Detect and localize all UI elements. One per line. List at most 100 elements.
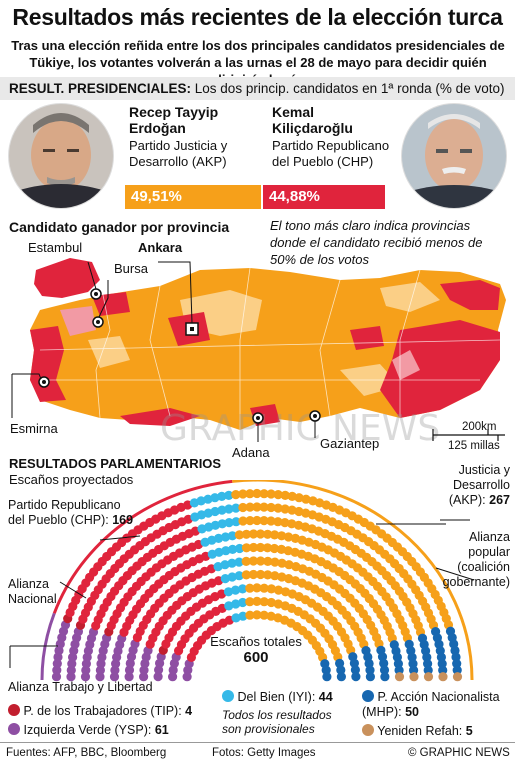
label-istanbul: Estambul — [28, 240, 83, 255]
seat-dot — [168, 672, 178, 682]
legend-refah-name: Yeniden Refah: — [377, 724, 463, 738]
legend-tip: P. de los Trabajadores (TIP): 4 — [8, 704, 192, 719]
seat-dot — [238, 489, 248, 499]
candidate-2-percent: 44,88% — [269, 188, 320, 205]
seat-dot — [263, 556, 273, 566]
seat-dot — [227, 558, 237, 568]
seat-dot — [255, 542, 266, 553]
chp-label: Partido Republicano del Pueblo (CHP): 16… — [8, 498, 138, 528]
seat-dot — [80, 672, 91, 682]
page-title: Resultados más recientes de la elección … — [12, 4, 503, 30]
seat-dot — [259, 502, 269, 512]
seat-dot — [423, 672, 434, 682]
seat-dot — [351, 672, 361, 682]
seat-dot — [217, 519, 227, 529]
total-seats-label: Escaños totales — [210, 634, 302, 649]
seat-dot — [259, 516, 269, 526]
seat-dot — [234, 571, 244, 581]
seat-dot — [256, 556, 266, 566]
seat-dot — [287, 491, 297, 501]
seat-dot — [241, 543, 252, 553]
seat-dot — [270, 530, 280, 540]
seat-dot — [223, 587, 234, 597]
seat-dot — [231, 490, 241, 500]
seat-dot — [284, 560, 294, 570]
istanbul-marker — [90, 288, 102, 300]
bursa-marker — [92, 316, 104, 328]
seat-dot — [248, 542, 259, 553]
seat-dot — [231, 503, 241, 513]
seat-dot — [227, 531, 237, 541]
seat-dot — [220, 532, 231, 542]
akp-label-seats: 267 — [489, 493, 510, 507]
seat-dot — [238, 597, 248, 608]
seat-dot — [248, 529, 259, 539]
candidate-2-name: Kemal Kiliçdaroğlu — [272, 104, 353, 136]
seat-dot — [322, 672, 332, 682]
adana-marker — [252, 412, 264, 424]
presidential-heading-bold: RESULT. PRESIDENCIALES: — [9, 81, 192, 96]
seat-dot — [238, 516, 248, 526]
seat-dot — [231, 599, 241, 609]
legend-tip-dot — [8, 704, 20, 716]
seat-dot — [259, 489, 269, 499]
seat-dot — [280, 490, 290, 500]
seat-dot — [238, 584, 248, 594]
seat-dot — [51, 672, 62, 682]
seat-dot — [255, 529, 266, 539]
map-region-akp-light-2 — [380, 282, 440, 312]
seat-dot — [252, 488, 262, 499]
seat-dot — [221, 546, 231, 556]
seat-dot — [227, 572, 237, 582]
seat-dot — [452, 665, 462, 675]
seat-dot — [379, 665, 390, 675]
legend-refah-dot — [362, 724, 374, 736]
labour-alliance-label: Alianza Trabajo y Libertad — [8, 680, 153, 694]
seat-dot — [210, 520, 220, 530]
seat-dot — [224, 601, 234, 611]
seat-dot — [124, 672, 134, 682]
seat-dot — [273, 517, 283, 527]
legend-mhp: P. Acción Nacionalista (MHP): 50 — [362, 690, 512, 720]
seat-dot — [245, 502, 255, 512]
seat-dot — [245, 583, 255, 593]
seat-dot — [262, 543, 273, 553]
seat-dot — [336, 665, 346, 675]
scale-km: 200km — [462, 421, 497, 433]
scale-mi: 125 millas — [448, 440, 500, 452]
seat-dot — [266, 489, 276, 499]
seat-dot — [365, 665, 375, 675]
seat-dot — [252, 610, 262, 620]
map-title: Candidato ganador por provincia — [9, 219, 230, 235]
label-ankara: Ankara — [138, 240, 183, 255]
map-region-tunceli — [350, 326, 384, 350]
seat-dot — [230, 585, 241, 595]
legend-refah: Yeniden Refah: 5 — [362, 724, 473, 739]
legend-refah-seats: 5 — [465, 724, 473, 738]
label-gaziantep: Gaziantep — [320, 436, 380, 451]
erdogan-portrait — [8, 103, 114, 209]
seat-dot — [423, 665, 433, 675]
footer-photos: Fotos: Getty Images — [212, 747, 316, 759]
seat-dot — [66, 672, 76, 682]
footer-sources: Fuentes: AFP, BBC, Bloomberg — [6, 747, 167, 759]
candidate-2-party: Partido Republicano del Pueblo (CHP) — [272, 138, 390, 169]
seat-dot — [266, 584, 276, 594]
seat-dot — [245, 489, 255, 499]
total-seats: Escaños totales 600 — [196, 634, 316, 666]
seat-dot — [277, 572, 287, 582]
seat-dot — [217, 491, 227, 501]
seat-dot — [394, 672, 405, 682]
seat-dot — [210, 506, 220, 517]
seat-dot — [241, 529, 251, 539]
presidential-heading: RESULT. PRESIDENCIALES: Los dos princip.… — [9, 81, 504, 96]
legend-mhp-dot — [362, 690, 374, 702]
map-region-thrace — [34, 258, 100, 298]
provisional-note: Todos los resultados son provisionales — [222, 708, 332, 736]
seat-dot — [273, 503, 283, 513]
total-seats-value: 600 — [243, 649, 269, 666]
seat-dot — [380, 672, 390, 682]
akp-label: Justicia y Desarrollo (AKP): 267 — [420, 463, 510, 508]
seat-dot — [287, 505, 297, 515]
seat-dot — [220, 560, 230, 570]
